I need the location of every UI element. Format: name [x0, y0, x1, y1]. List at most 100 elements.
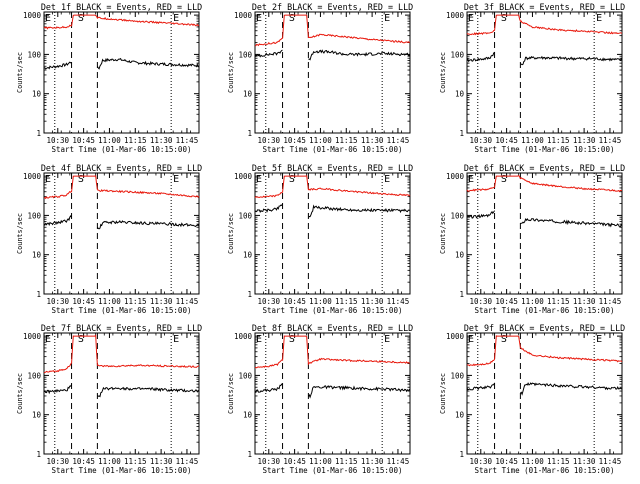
x-tick-label: 11:45 — [599, 297, 622, 306]
y-tick-label: 1000 — [23, 11, 42, 20]
marker-e-left: E — [256, 334, 262, 345]
x-tick-label: 11:45 — [176, 136, 199, 145]
detector-panel-8: Det 8f BLACK = Events, RED = LLD 1 10 100 10… — [227, 323, 413, 475]
x-tick-label: 11:45 — [599, 457, 622, 466]
y-tick-label: 1 — [247, 129, 252, 138]
x-tick-label: 11:45 — [599, 136, 622, 145]
marker-s: S — [289, 334, 295, 345]
detector-panel-7: Det 7f BLACK = Events, RED = LLD 1 10 100 10… — [16, 323, 202, 475]
x-tick-label: 11:00 — [309, 136, 332, 145]
x-tick-label: 10:45 — [495, 136, 518, 145]
lld-series-line — [466, 14, 623, 36]
y-tick-label: 10 — [243, 411, 253, 420]
x-tick-label: 10:45 — [283, 297, 306, 306]
x-tick-label: 11:15 — [124, 136, 147, 145]
plot-frame — [43, 332, 200, 455]
x-tick-label: 11:30 — [361, 136, 384, 145]
y-tick-label: 1000 — [234, 332, 253, 341]
marker-s: S — [501, 174, 507, 185]
y-tick-label: 1 — [36, 129, 41, 138]
x-tick-label: 11:45 — [387, 457, 410, 466]
lld-series-line — [254, 175, 411, 199]
y-tick-label: 1000 — [446, 11, 465, 20]
y-tick-label: 10 — [455, 411, 465, 420]
marker-e-right: E — [173, 334, 179, 345]
y-tick-label: 10 — [32, 251, 42, 260]
plot-frame — [43, 11, 200, 134]
detector-panel-3: Det 3f BLACK = Events, RED = LLD 1 10 100 10… — [439, 2, 625, 154]
x-axis-label: Start Time (01-Mar-06 10:15:00) — [52, 145, 192, 154]
plot-frame — [466, 332, 623, 455]
x-tick-label: 10:30 — [257, 457, 280, 466]
marker-e-left: E — [468, 13, 474, 24]
x-tick-label: 11:15 — [335, 136, 358, 145]
events-series-line — [254, 49, 283, 58]
events-series-line — [254, 203, 284, 213]
x-tick-label: 11:30 — [573, 297, 596, 306]
marker-s: S — [78, 334, 84, 345]
y-axis-label: Counts/sec — [16, 213, 24, 254]
y-tick-label: 10 — [32, 411, 42, 420]
events-series-line-1 — [520, 55, 623, 66]
x-axis-label: Start Time (01-Mar-06 10:15:00) — [52, 306, 192, 315]
x-tick-label: 10:30 — [257, 297, 280, 306]
x-tick-label: 11:15 — [124, 457, 147, 466]
y-axis-label: Counts/sec — [16, 373, 24, 414]
marker-s: S — [289, 174, 295, 185]
x-tick-label: 10:45 — [72, 297, 95, 306]
marker-s: S — [501, 334, 507, 345]
x-tick-label: 11:00 — [98, 136, 121, 145]
marker-e-left: E — [45, 334, 51, 345]
plot-frame — [254, 11, 411, 134]
y-axis-label: Counts/sec — [439, 373, 447, 414]
detector-panel-9: Det 9f BLACK = Events, RED = LLD 1 10 100 10… — [439, 323, 625, 475]
y-tick-label: 100 — [450, 211, 464, 220]
x-tick-label: 11:15 — [547, 297, 570, 306]
x-tick-label: 10:45 — [72, 136, 95, 145]
marker-e-left: E — [468, 334, 474, 345]
x-tick-label: 11:30 — [361, 297, 384, 306]
lld-series-line — [254, 14, 411, 47]
x-tick-label: 10:45 — [283, 136, 306, 145]
events-series-line — [43, 61, 72, 70]
y-tick-label: 1000 — [234, 172, 253, 181]
x-tick-label: 11:00 — [98, 297, 121, 306]
lld-series-line — [43, 175, 200, 200]
panel-title: Det 5f BLACK = Events, RED = LLD — [252, 163, 413, 173]
panel-title: Det 6f BLACK = Events, RED = LLD — [464, 163, 625, 173]
marker-e-left: E — [256, 13, 262, 24]
y-tick-label: 1000 — [234, 11, 253, 20]
y-tick-label: 100 — [238, 371, 252, 380]
y-axis-label: Counts/sec — [227, 213, 235, 254]
x-tick-label: 11:30 — [150, 457, 173, 466]
y-axis-label: Counts/sec — [16, 52, 24, 93]
x-tick-label: 11:30 — [361, 457, 384, 466]
marker-e-right: E — [596, 334, 602, 345]
y-tick-label: 10 — [455, 251, 465, 260]
x-tick-label: 11:45 — [176, 297, 199, 306]
y-tick-label: 1000 — [446, 332, 465, 341]
detector-panel-5: Det 5f BLACK = Events, RED = LLD 1 10 100 10… — [227, 163, 413, 315]
x-tick-label: 10:45 — [283, 457, 306, 466]
x-tick-label: 11:00 — [521, 457, 544, 466]
x-tick-label: 10:30 — [469, 136, 492, 145]
x-tick-label: 11:30 — [150, 136, 173, 145]
marker-e-right: E — [596, 174, 602, 185]
y-tick-label: 100 — [27, 211, 41, 220]
x-tick-label: 11:15 — [547, 136, 570, 145]
x-axis-label: Start Time (01-Mar-06 10:15:00) — [475, 466, 615, 475]
detector-panel-6: Det 6f BLACK = Events, RED = LLD 1 10 100 10… — [439, 163, 625, 315]
marker-e-left: E — [468, 174, 474, 185]
y-tick-label: 1 — [247, 290, 252, 299]
marker-e-left: E — [45, 13, 51, 24]
events-series-line-1 — [308, 49, 411, 61]
x-tick-label: 11:45 — [387, 136, 410, 145]
y-tick-label: 10 — [243, 90, 253, 99]
marker-e-right: E — [173, 13, 179, 24]
x-tick-label: 10:45 — [495, 297, 518, 306]
x-tick-label: 11:00 — [98, 457, 121, 466]
x-tick-label: 11:45 — [176, 457, 199, 466]
panel-title: Det 9f BLACK = Events, RED = LLD — [464, 323, 625, 333]
